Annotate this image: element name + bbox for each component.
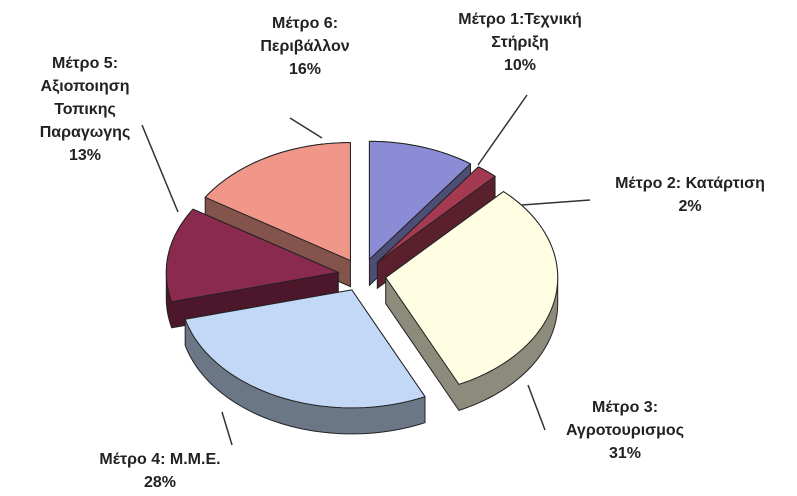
slice	[385, 190, 559, 385]
slice	[165, 208, 341, 303]
value-label: 16%	[288, 61, 322, 78]
value-label: 31%	[608, 445, 642, 462]
slice-label: Μέτρο 4: Μ.Μ.Ε. 28%	[30, 448, 290, 494]
slice-label: Μέτρο 3: Αγροτουρισμος 31%	[525, 396, 725, 465]
category-label: Μέτρο 1:Τεχνική Στήριξη	[458, 11, 582, 51]
slice-label: Μέτρο 1:Τεχνική Στήριξη 10%	[430, 8, 610, 77]
slice	[368, 140, 472, 261]
slice	[204, 142, 351, 262]
slice-label: Μέτρο 5: Αξιοποιηση Τοπικης Παραγωγης 13%	[10, 52, 160, 167]
leader-line	[221, 411, 233, 446]
category-label: Μέτρο 5: Αξιοποιηση Τοπικης Παραγωγης	[39, 55, 131, 141]
leader-line	[521, 199, 591, 206]
slice	[376, 166, 496, 263]
slice-label: Μέτρο 2: Κατάρτιση 2%	[575, 172, 797, 218]
slice-label: Μέτρο 6: Περιβάλλον 16%	[225, 12, 385, 81]
category-label: Μέτρο 2: Κατάρτιση	[615, 175, 765, 192]
category-label: Μέτρο 6: Περιβάλλον	[260, 15, 350, 55]
value-label: 28%	[143, 474, 177, 491]
leader-line	[477, 94, 528, 166]
leader-line	[289, 117, 323, 139]
value-label: 10%	[503, 57, 537, 74]
leader-line	[527, 384, 546, 431]
slice	[184, 289, 426, 409]
value-label: 13%	[68, 147, 102, 164]
category-label: Μέτρο 3: Αγροτουρισμος	[565, 399, 685, 439]
leader-line	[141, 124, 179, 213]
category-label: Μέτρο 4: Μ.Μ.Ε.	[99, 451, 221, 468]
value-label: 2%	[678, 198, 702, 215]
